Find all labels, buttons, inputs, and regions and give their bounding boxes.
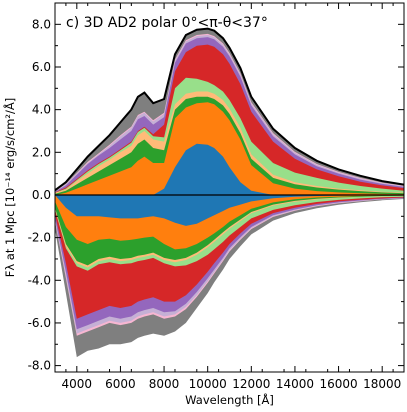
positive-blue-area	[55, 143, 404, 195]
stacked-areas	[55, 28, 404, 358]
x-tick-label: 8000	[149, 377, 180, 391]
y-tick-label: -6.0	[28, 316, 51, 330]
y-axis-label: Fλ at 1 Mpc [10⁻¹⁴ erg/s/cm²/Å]	[2, 98, 17, 278]
outline-lines	[55, 27, 404, 196]
y-tick-label: 6.0	[32, 60, 51, 74]
y-tick-label: 4.0	[32, 103, 51, 117]
y-tick-label: -2.0	[28, 231, 51, 245]
chart-title: c) 3D AD2 polar 0°<π-θ<37°	[66, 15, 268, 31]
positive-orange-area	[55, 102, 404, 195]
plot-frame	[54, 2, 405, 373]
x-tick-label: 12000	[232, 377, 270, 391]
x-tick-label: 18000	[363, 377, 401, 391]
x-tick-label: 6000	[105, 377, 136, 391]
x-tick-label: 10000	[189, 377, 227, 391]
axis-ticks: 4000 6000 8000 10000 12000 14000 16000 18000 -8.…	[28, 2, 404, 391]
total-flux-outline	[55, 27, 404, 192]
y-tick-label: 8.0	[32, 17, 51, 31]
x-tick-label: 14000	[276, 377, 314, 391]
x-axis-label: Wavelength [Å]	[185, 392, 274, 407]
negative-blue-area	[55, 194, 404, 226]
x-tick-label: 16000	[319, 377, 357, 391]
y-tick-label: -8.0	[28, 359, 51, 373]
x-tick-label: 4000	[62, 377, 93, 391]
y-tick-label: 2.0	[32, 145, 51, 159]
y-tick-label: -4.0	[28, 273, 51, 287]
y-tick-label: 0.0	[32, 188, 51, 202]
